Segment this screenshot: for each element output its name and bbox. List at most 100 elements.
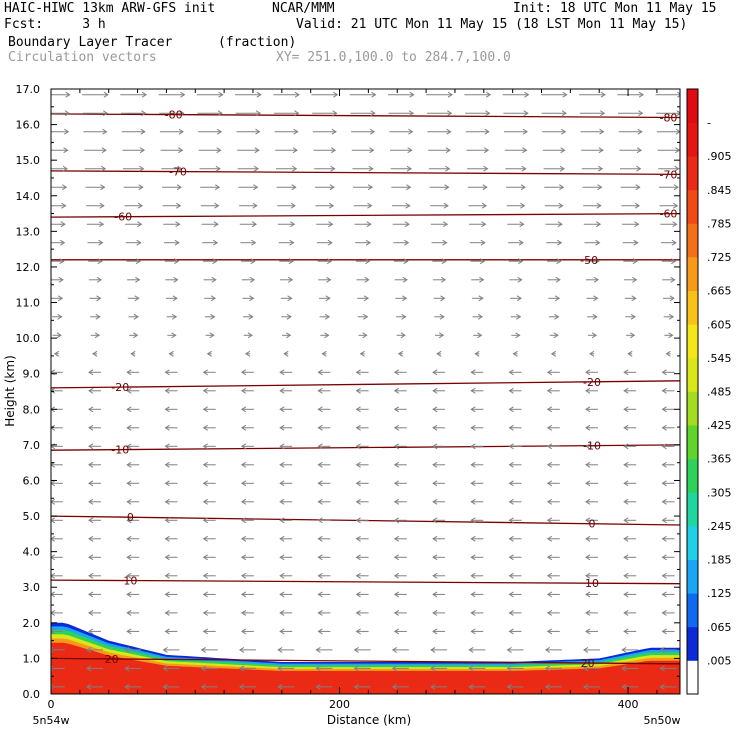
wind-vector-head xyxy=(546,554,553,561)
wind-vector-head xyxy=(508,461,514,468)
colorbar-tick-label: .845 xyxy=(707,184,732,197)
wind-vector-head xyxy=(675,147,680,154)
wind-vector-head xyxy=(328,221,334,228)
colorbar-swatch xyxy=(687,391,698,426)
wind-vector-head xyxy=(546,572,553,579)
wind-vector-head xyxy=(512,350,518,357)
wind-vector-head xyxy=(240,591,247,598)
wind-vector-head xyxy=(88,535,94,542)
wind-vector-head xyxy=(175,221,181,228)
wind-vector-head xyxy=(240,609,247,616)
colorbar-tick-label: .005 xyxy=(707,654,732,667)
wind-vector-head xyxy=(404,239,410,246)
wind-vector-head xyxy=(355,443,361,450)
wind-vector-head xyxy=(585,461,591,468)
wind-vector-head xyxy=(164,535,170,542)
wind-vector-head xyxy=(482,184,488,191)
colorbar-tick-label: .545 xyxy=(707,352,732,365)
wind-vector-head xyxy=(133,313,139,320)
wind-vector-head xyxy=(51,609,56,616)
wind-vector-head xyxy=(405,202,411,209)
wind-vector-head xyxy=(470,572,476,579)
wind-vector-head xyxy=(546,517,553,524)
wind-vector-head xyxy=(470,480,476,487)
wind-vector-head xyxy=(137,202,144,209)
wind-vector-head xyxy=(481,221,487,228)
wind-vector-head xyxy=(126,554,132,561)
wind-vector-head xyxy=(470,591,476,598)
wind-vector-head xyxy=(554,295,561,302)
wind-vector-head xyxy=(238,665,245,672)
wind-vector-head xyxy=(367,184,374,191)
wind-vector-head xyxy=(585,535,591,542)
wind-vector-head xyxy=(56,332,62,339)
wind-vector-head xyxy=(51,554,56,561)
wind-vector-head xyxy=(255,128,261,135)
wind-vector-head xyxy=(64,128,70,135)
wind-vector-head xyxy=(559,165,565,172)
wind-vector-head xyxy=(661,387,667,394)
wind-vector-head xyxy=(355,406,361,413)
wind-vector-head xyxy=(432,535,438,542)
wind-vector-head xyxy=(290,221,296,228)
wind-vector-head xyxy=(88,461,94,468)
colorbar: .005 .065 .125 .185 .245 .305 .365 .425 .485 .545… xyxy=(686,88,732,695)
colorbar-swatch xyxy=(687,425,698,460)
contour-line xyxy=(51,170,680,176)
wind-vector-head xyxy=(516,313,522,320)
wind-vector-head xyxy=(623,628,629,635)
wind-vector-head xyxy=(126,406,132,413)
wind-vector-head xyxy=(173,276,179,283)
wind-vector-head xyxy=(279,387,285,394)
wind-vector-head xyxy=(88,628,94,635)
wind-vector-head xyxy=(638,91,645,98)
cross-section-coords: XY= 251.0,100.0 to 284.7,100.0 xyxy=(276,50,511,65)
wind-vector-head xyxy=(327,239,333,246)
wind-vector-head xyxy=(403,258,409,265)
wind-vector-head xyxy=(432,554,438,561)
colorbar-swatch xyxy=(687,189,698,224)
wind-vector-head xyxy=(289,239,295,246)
wind-vector-head xyxy=(468,646,474,653)
wind-vector-head xyxy=(557,221,563,228)
wind-vector-head xyxy=(176,202,182,209)
wind-vector-head xyxy=(353,646,359,653)
wind-vector-head xyxy=(391,683,398,690)
wind-vector-head xyxy=(180,91,186,98)
wind-vector-head xyxy=(330,147,337,154)
wind-vector-head xyxy=(57,295,64,302)
circulation-vectors xyxy=(51,91,680,690)
wind-vector-head xyxy=(51,387,56,394)
wind-vector-head xyxy=(325,295,331,302)
wind-vector-head xyxy=(589,350,595,357)
wind-vector-head xyxy=(600,91,606,98)
wind-vector-head xyxy=(470,406,476,413)
wind-vector-head xyxy=(483,165,489,172)
colorbar-tick-label: .665 xyxy=(707,285,732,298)
colorbar-swatch xyxy=(687,626,698,661)
wind-vector-head xyxy=(393,554,400,561)
colorbar-swatch xyxy=(687,324,698,359)
wind-vector-head xyxy=(546,369,553,376)
wind-vector-head xyxy=(518,258,524,265)
wind-vector-head xyxy=(393,498,400,505)
wind-vector-head xyxy=(470,535,476,542)
wind-vector-head xyxy=(291,184,297,191)
wind-vector-head xyxy=(330,165,336,172)
wind-vector-head xyxy=(634,221,640,228)
wind-vector-head xyxy=(441,258,447,265)
wind-vector-head xyxy=(508,369,514,376)
wind-vector-head xyxy=(162,665,168,672)
wind-vector-head xyxy=(317,387,323,394)
wind-vector-head xyxy=(355,535,361,542)
wind-vector-head xyxy=(249,295,255,302)
wind-vector-head xyxy=(294,110,300,117)
y-tick-label: 11.0 xyxy=(16,297,41,310)
wind-vector-head xyxy=(60,221,66,228)
wind-vector-head xyxy=(661,461,667,468)
wind-vector-head xyxy=(124,646,130,653)
wind-vector-head xyxy=(623,387,629,394)
wind-vector-head xyxy=(661,572,667,579)
wind-vector-head xyxy=(288,258,294,265)
wind-vector-head xyxy=(369,128,376,135)
